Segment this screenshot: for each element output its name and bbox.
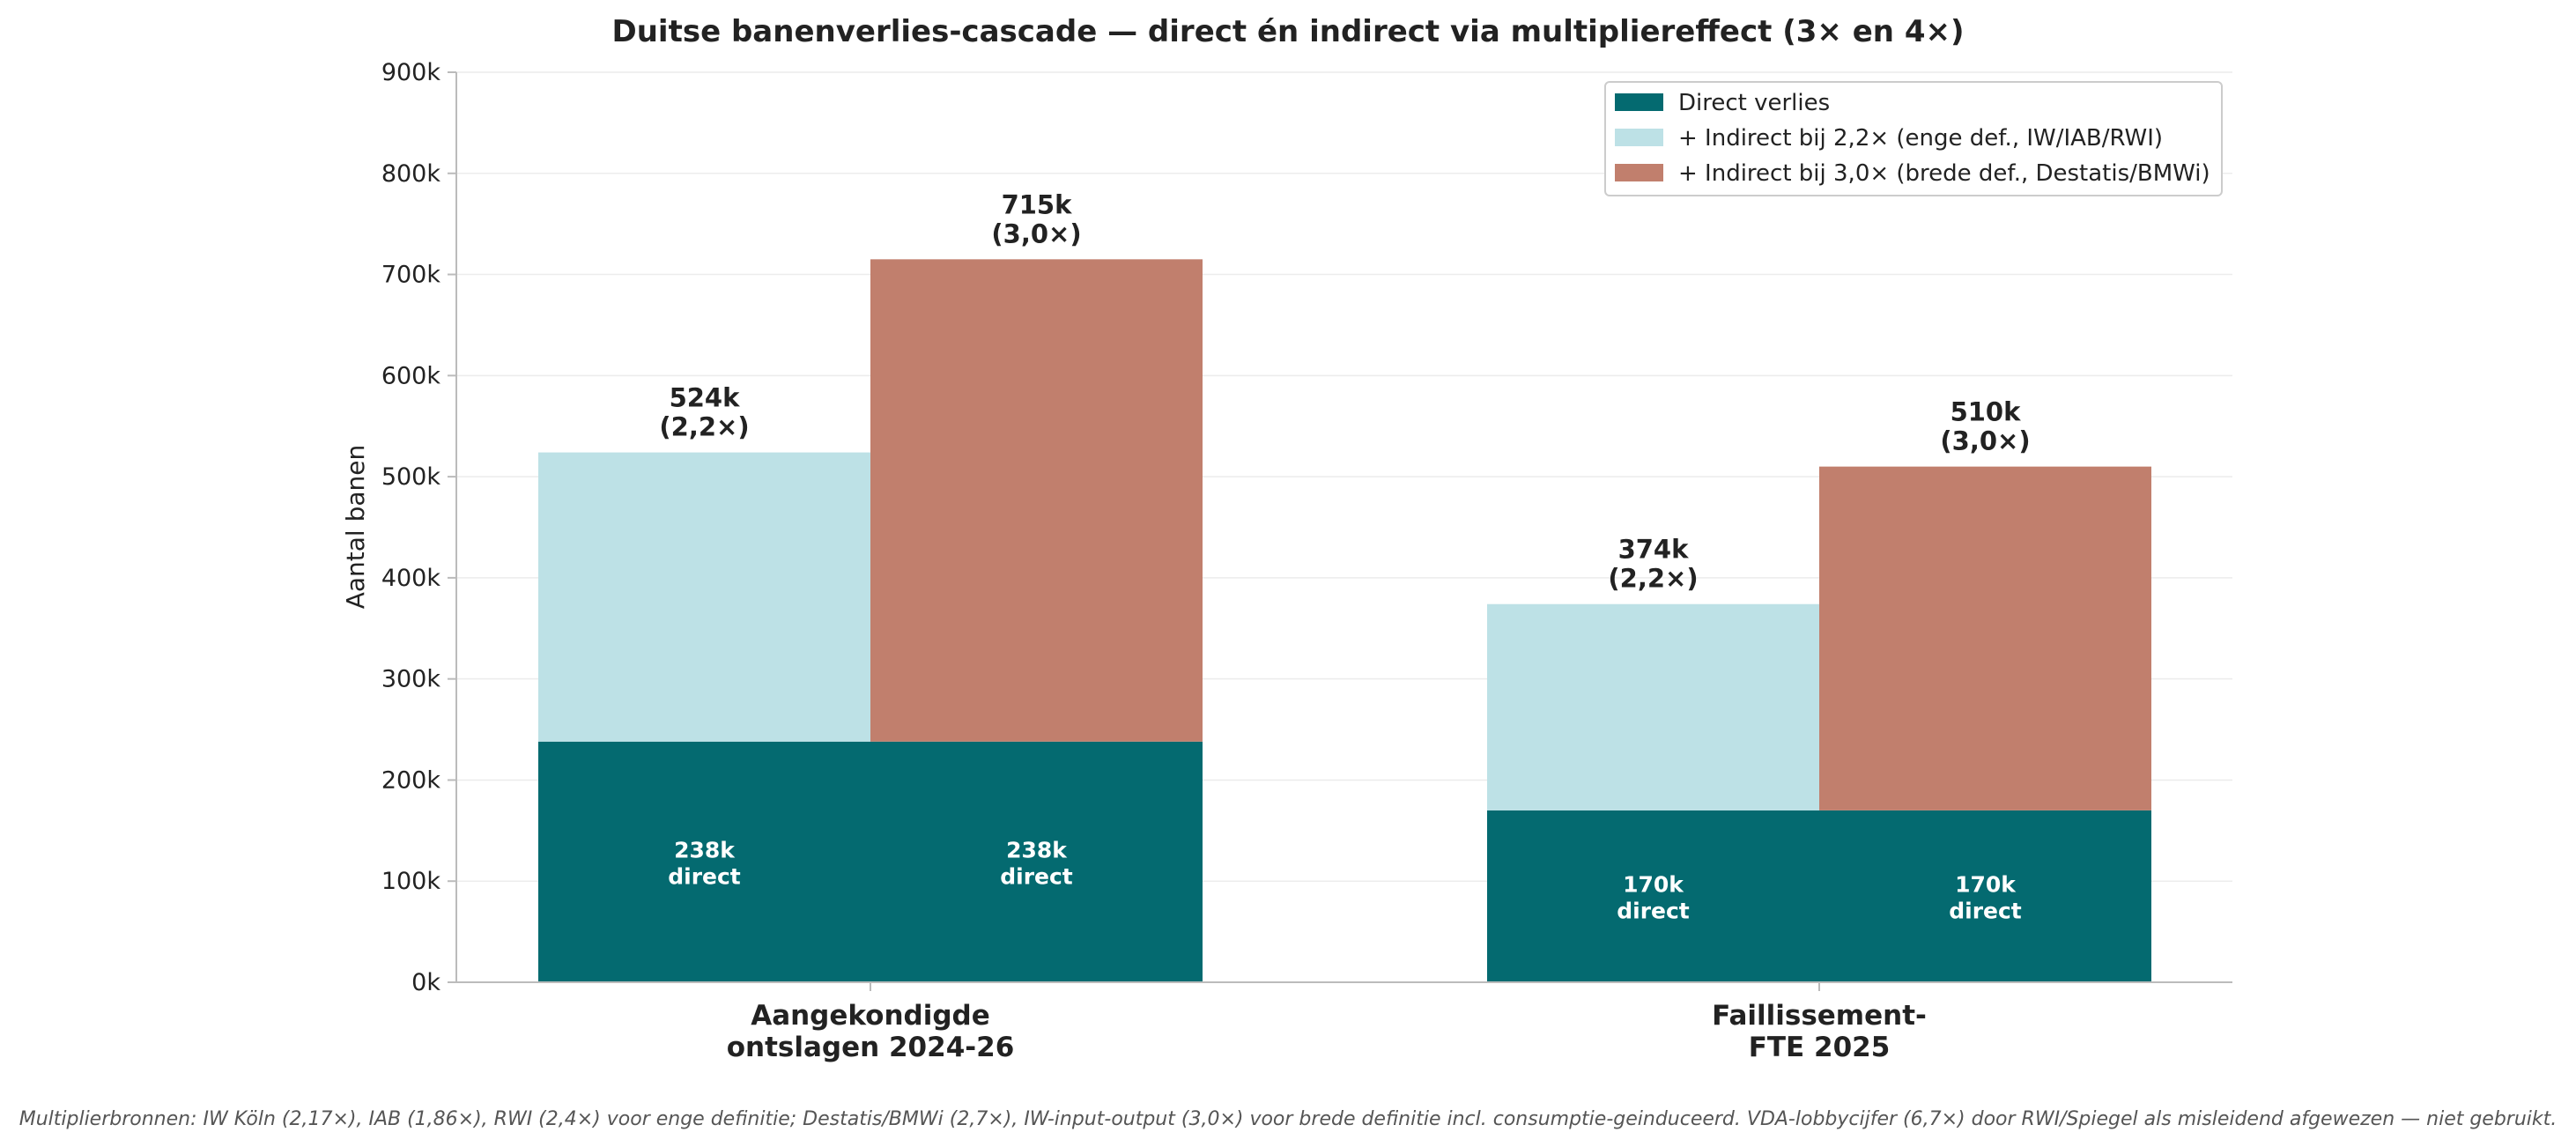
y-tick-label: 400k <box>381 565 441 592</box>
y-tick-label: 900k <box>381 59 441 86</box>
legend-frame <box>1604 81 2223 196</box>
bar-direct-sublabel: direct <box>1000 863 1073 889</box>
bar-indirect <box>538 452 870 742</box>
bar-direct <box>1819 810 2151 982</box>
x-tick-label: ontslagen 2024-26 <box>727 1032 1015 1063</box>
y-tick-label: 200k <box>381 766 441 794</box>
bar-direct-label: 170k <box>1955 871 2017 897</box>
axes <box>455 72 2232 983</box>
bar-direct <box>1487 810 1819 982</box>
legend-swatch-indirect-30 <box>1615 164 1663 181</box>
bar-total-multiplier: (3,0×) <box>991 218 1081 248</box>
legend-swatch-direct <box>1615 93 1663 111</box>
bar-indirect <box>1487 603 1819 810</box>
bar-direct-label: 238k <box>674 837 736 862</box>
legend-label-indirect-30: + Indirect bij 3,0× (brede def., Destati… <box>1678 160 2210 187</box>
bar-indirect <box>870 259 1203 742</box>
bar-total-label: 374k <box>1618 535 1690 565</box>
bar-total-multiplier: (2,2×) <box>1608 564 1698 594</box>
y-tick-label: 600k <box>381 362 441 389</box>
bar-indirect <box>1819 466 2151 810</box>
y-tick-label: 100k <box>381 868 441 895</box>
bar-direct <box>870 741 1203 982</box>
bar-total-multiplier: (3,0×) <box>1940 426 2030 456</box>
legend-label-direct: Direct verlies <box>1678 90 1830 116</box>
bars <box>538 259 2151 982</box>
bar-total-multiplier: (2,2×) <box>659 412 749 442</box>
y-tick-label: 0k <box>411 969 440 996</box>
y-ticks: 0k 100k 200k 300k 400k 500k 600k 700k 800k 900k <box>381 59 456 996</box>
y-tick-label: 300k <box>381 666 441 693</box>
bar-total-label: 510k <box>1951 397 2022 427</box>
legend-swatch-indirect-22 <box>1615 129 1663 146</box>
legend: Direct verlies + Indirect bij 2,2× (enge… <box>1604 81 2223 196</box>
chart-title: Duitse banenverlies-cascade — direct én … <box>612 14 1965 49</box>
bar-direct-sublabel: direct <box>1617 898 1690 923</box>
footnote: Multiplierbronnen: IW Köln (2,17×), IAB … <box>19 1108 2557 1130</box>
y-tick-label: 800k <box>381 160 441 188</box>
y-tick-label: 500k <box>381 463 441 491</box>
legend-label-indirect-22: + Indirect bij 2,2× (enge def., IW/IAB/R… <box>1678 125 2163 152</box>
x-tick-label: FTE 2025 <box>1749 1032 1891 1063</box>
bar-direct-label: 170k <box>1623 871 1684 897</box>
bar-labels: 524k(2,2×)238kdirect715k(3,0×)238kdirect… <box>659 189 2030 923</box>
bar-total-label: 715k <box>1002 189 1073 219</box>
y-axis-label: Aantal banen <box>341 445 370 610</box>
y-tick-label: 700k <box>381 262 441 289</box>
bar-total-label: 524k <box>670 383 741 413</box>
x-tick-label: Aangekondigde <box>751 1000 990 1032</box>
bar-direct <box>538 741 870 982</box>
bar-direct-sublabel: direct <box>1949 898 2022 923</box>
bar-direct-label: 238k <box>1006 837 1068 862</box>
bar-direct-sublabel: direct <box>668 863 741 889</box>
x-tick-label: Faillissement- <box>1712 1000 1927 1032</box>
